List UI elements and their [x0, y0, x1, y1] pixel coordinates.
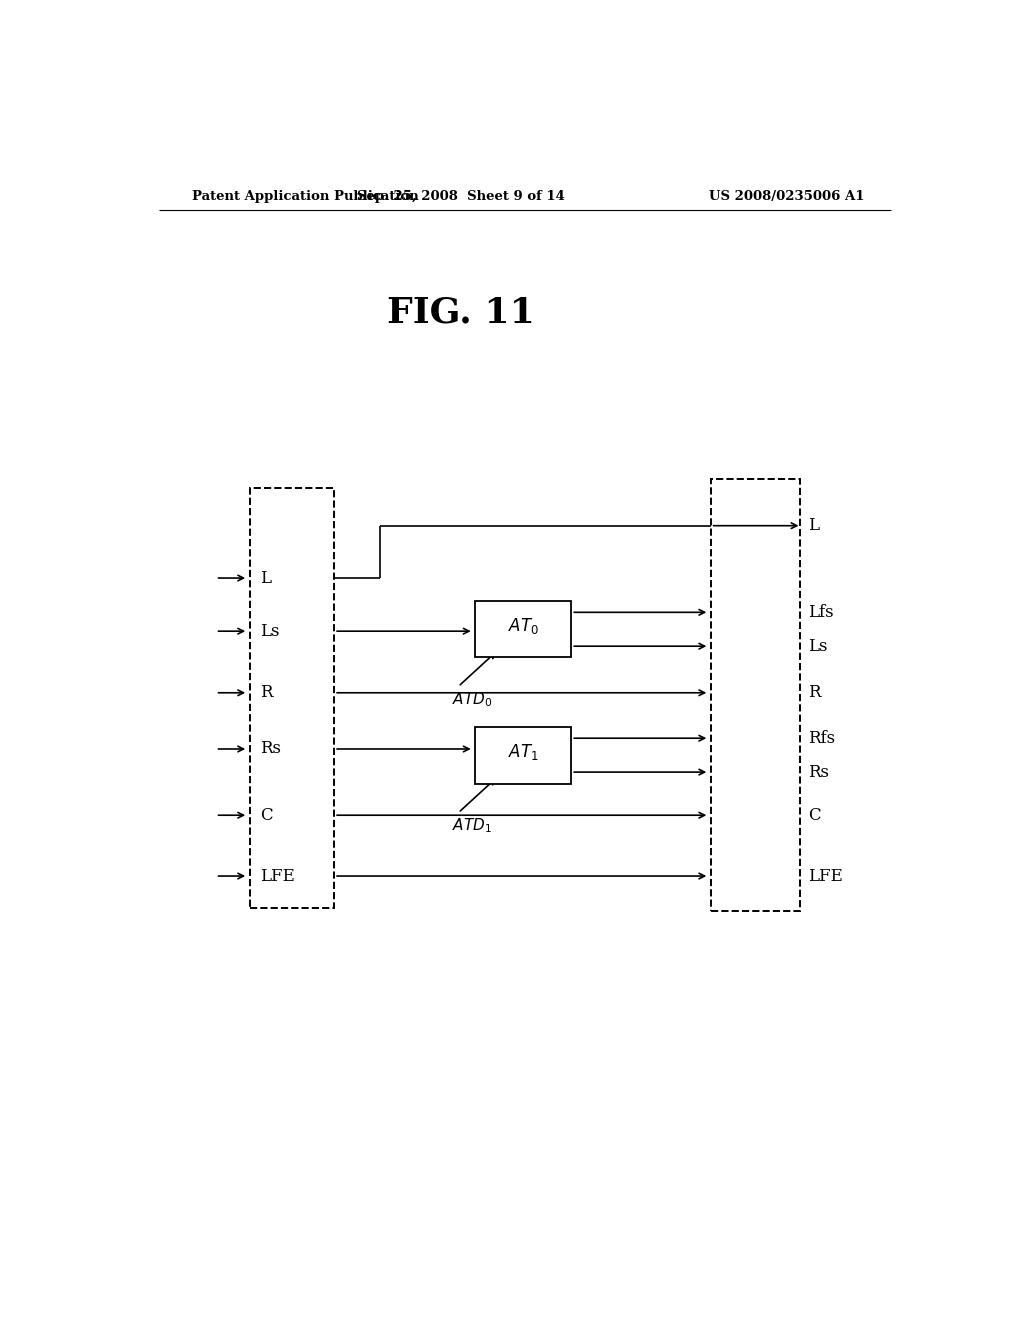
Text: R: R	[260, 684, 273, 701]
Bar	[475, 601, 571, 657]
Text: LFE: LFE	[260, 867, 295, 884]
Text: $ATD_1$: $ATD_1$	[452, 817, 492, 836]
Text: $AT_1$: $AT_1$	[508, 742, 539, 762]
Text: Rs: Rs	[260, 741, 282, 758]
Text: FIG. 11: FIG. 11	[387, 296, 536, 330]
Bar	[475, 726, 571, 784]
Text: C: C	[260, 807, 273, 824]
Text: LFE: LFE	[809, 867, 844, 884]
Text: Patent Application Publication: Patent Application Publication	[191, 190, 418, 203]
Text: US 2008/0235006 A1: US 2008/0235006 A1	[709, 190, 864, 203]
Text: $ATD_0$: $ATD_0$	[452, 690, 493, 709]
Text: Rs: Rs	[809, 763, 829, 780]
Text: $AT_0$: $AT_0$	[508, 616, 539, 636]
Bar	[250, 488, 334, 908]
Text: R: R	[809, 684, 821, 701]
Text: Sep. 25, 2008  Sheet 9 of 14: Sep. 25, 2008 Sheet 9 of 14	[357, 190, 565, 203]
Text: Ls: Ls	[260, 623, 280, 640]
Text: L: L	[809, 517, 819, 535]
Text: Ls: Ls	[809, 638, 828, 655]
Text: L: L	[260, 569, 271, 586]
Text: Lfs: Lfs	[809, 603, 835, 620]
Text: Rfs: Rfs	[809, 730, 836, 747]
Bar	[711, 479, 800, 911]
Text: C: C	[809, 807, 821, 824]
